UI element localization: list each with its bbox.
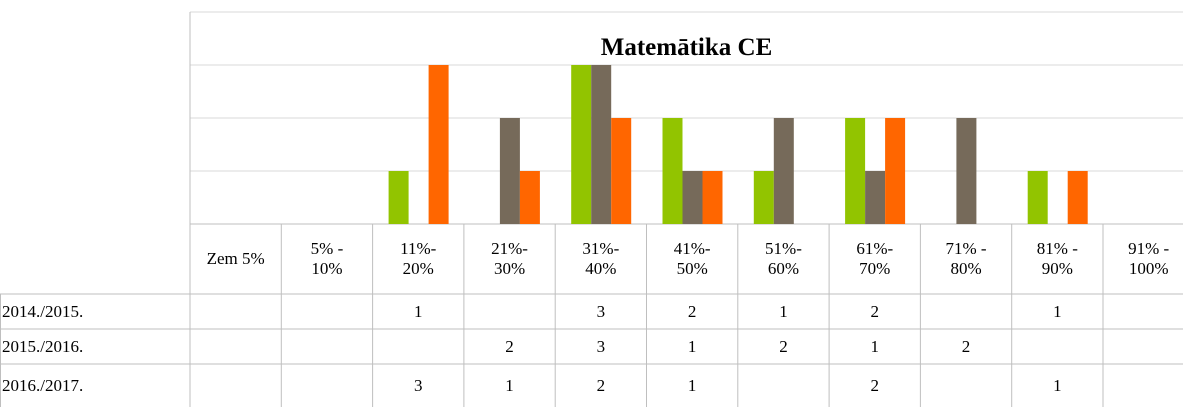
bar <box>1067 171 1088 224</box>
bar <box>388 171 409 224</box>
bar <box>591 65 612 224</box>
x-tick-label: 51%- 60% <box>765 239 802 278</box>
bar <box>519 171 540 224</box>
x-tick-label: 71% - 80% <box>945 239 987 278</box>
series-label: 2014./2015. <box>2 301 84 321</box>
bar <box>956 118 977 224</box>
table-value: 2 <box>596 375 606 395</box>
x-tick-label: 11%- 20% <box>400 239 437 278</box>
series-label: 2015./2016. <box>2 336 84 356</box>
table-value: 2 <box>687 301 697 321</box>
table-value: 1 <box>413 301 423 321</box>
table-value: 2 <box>779 336 788 356</box>
table-value: 2 <box>870 301 879 321</box>
bar <box>753 171 774 224</box>
bar <box>611 118 632 224</box>
table-value: 1 <box>687 375 697 395</box>
table-value: 3 <box>596 336 606 356</box>
bar <box>702 171 723 224</box>
x-tick-label: 91% - 100% <box>1128 239 1170 278</box>
table-value: 2 <box>961 336 971 356</box>
x-tick-label: 31%- 40% <box>582 239 620 278</box>
x-tick-label: 61%- 70% <box>856 239 894 278</box>
bar <box>662 118 683 224</box>
x-tick-label: 21%- 30% <box>491 239 528 278</box>
bar <box>571 65 592 224</box>
bar <box>682 171 703 224</box>
table-value: 2 <box>870 375 879 395</box>
bar <box>499 118 520 224</box>
table-value: 1 <box>779 301 788 321</box>
x-tick-label: 41%- 50% <box>673 239 711 278</box>
table-value: 1 <box>505 375 514 395</box>
x-tick-label: 81% - 90% <box>1036 239 1078 278</box>
table-value: 1 <box>870 336 879 356</box>
x-tick-label: 5% - 10% <box>310 239 344 278</box>
x-tick-label: Zem 5% <box>206 249 265 268</box>
series-label: 2016./2017. <box>2 375 84 395</box>
bar <box>885 118 906 224</box>
table-value: 3 <box>413 375 423 395</box>
bar <box>773 118 794 224</box>
table-value: 1 <box>1053 301 1062 321</box>
chart-title: Matemātika CE <box>600 34 773 61</box>
table-value: 3 <box>596 301 606 321</box>
bar <box>845 118 866 224</box>
bar <box>1027 171 1048 224</box>
bar <box>865 171 886 224</box>
bar <box>428 65 449 224</box>
table-value: 1 <box>687 336 697 356</box>
table-value: 2 <box>505 336 514 356</box>
table-value: 1 <box>1053 375 1062 395</box>
